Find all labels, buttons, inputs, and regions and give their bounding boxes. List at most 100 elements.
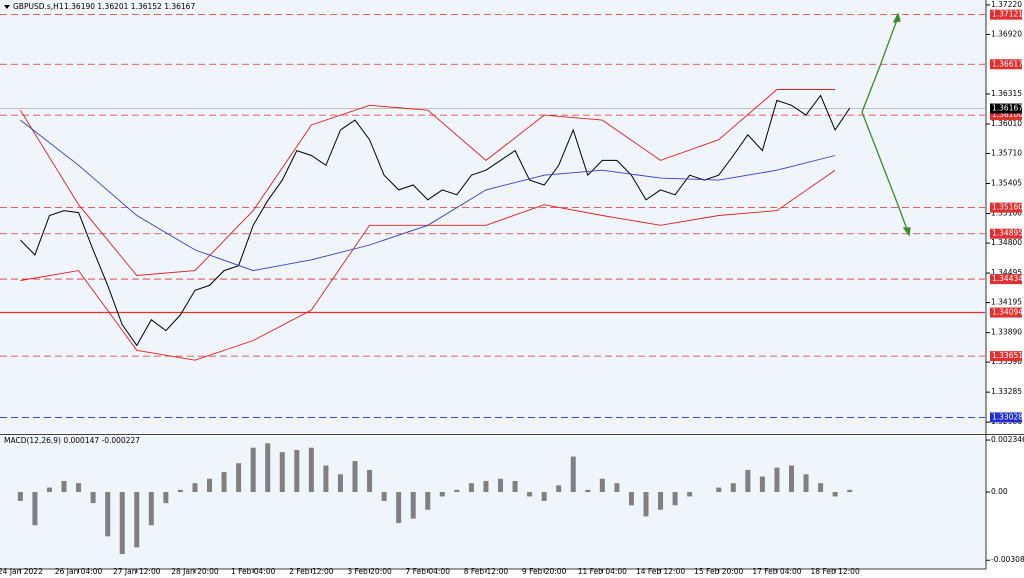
- macd-bar: [803, 474, 809, 493]
- macd-bar: [599, 478, 605, 493]
- macd-bar: [818, 483, 824, 493]
- arrow-head: [902, 227, 911, 237]
- macd-bar: [687, 492, 693, 497]
- level-tag: [990, 274, 1022, 285]
- x-tick-label: 15 Feb 20:00: [694, 567, 743, 576]
- y-tick-label: 1.36315: [991, 89, 1022, 98]
- macd-bar: [221, 472, 227, 493]
- arrow-head: [892, 12, 901, 23]
- macd-bar: [207, 478, 213, 493]
- macd-bar: [134, 492, 140, 548]
- x-tick-label: 8 Feb 12:00: [464, 567, 509, 576]
- macd-bar: [788, 465, 794, 493]
- level-tag: [990, 9, 1022, 20]
- level-tag: [990, 59, 1022, 70]
- level-label: 1.34434: [992, 274, 1023, 283]
- macd-bar: [832, 492, 838, 497]
- x-tick-label: 9 Feb 20:00: [522, 567, 567, 576]
- macd-bar: [236, 463, 242, 493]
- forecast-arrows: [861, 12, 911, 237]
- y-tick-label: 1.36920: [991, 29, 1022, 38]
- level-tag: [990, 307, 1022, 318]
- menu-icon[interactable]: [4, 5, 10, 9]
- y-tick-label: 1.34800: [991, 238, 1022, 247]
- macd-title: MACD(12,26,9) 0.000147 -0.000227: [4, 436, 140, 445]
- macd-bar: [628, 492, 634, 506]
- macd-bar: [658, 492, 664, 510]
- level-label: 1.37121: [992, 10, 1023, 19]
- macd-bar: [381, 492, 387, 501]
- x-tick-label: 1 Feb 04:00: [231, 567, 276, 576]
- y-tick-label: -0.00308: [991, 555, 1024, 564]
- x-tick-label: 24 Jan 2022: [0, 567, 43, 576]
- macd-bar: [672, 492, 678, 506]
- macd-bar: [105, 492, 111, 537]
- level-label: 1.35160: [992, 203, 1023, 212]
- up-arrow: [861, 16, 899, 113]
- price-line: [20, 94, 851, 347]
- macd-bar: [527, 492, 533, 497]
- macd-bar: [323, 465, 329, 493]
- macd-bar: [774, 467, 780, 493]
- level-tag: [990, 228, 1022, 239]
- macd-bar: [367, 469, 373, 493]
- last-price-tag: [990, 103, 1022, 114]
- macd-bar: [265, 443, 271, 493]
- x-tick-label: 26 Jan 04:00: [55, 567, 103, 576]
- x-tick-label: 11 Feb 04:00: [578, 567, 627, 576]
- macd-bar: [396, 492, 402, 524]
- price-panel: [0, 0, 986, 433]
- macd-bar: [250, 447, 256, 493]
- symbol-title: GBPUSD.s,H1: [13, 2, 64, 11]
- ohlc-values: 1.36190 1.36201 1.36152 1.36167: [64, 2, 195, 11]
- level-label: 1.36617: [992, 59, 1023, 68]
- level-label: 1.34094: [992, 308, 1023, 317]
- macd-bar: [148, 492, 154, 526]
- level-tag: [990, 202, 1022, 213]
- macd-bar: [76, 483, 82, 493]
- x-tick-label: 28 Jan 20:00: [171, 567, 219, 576]
- macd-bar: [614, 483, 620, 493]
- x-tick-label: 3 Feb 20:00: [347, 567, 392, 576]
- indicator-line: [20, 119, 836, 272]
- macd-bar: [716, 487, 722, 493]
- x-tick-label: 14 Feb 12:00: [636, 567, 685, 576]
- macd-bar: [352, 461, 358, 493]
- macd-bar: [46, 487, 52, 493]
- macd-bar: [570, 456, 576, 493]
- macd-bar: [759, 476, 765, 493]
- macd-bar: [512, 480, 518, 493]
- y-tick-label: 0.002346: [991, 435, 1024, 444]
- macd-bar: [337, 474, 343, 493]
- y-tick-label: 1.33285: [991, 387, 1022, 396]
- last-price-label: 1.36167: [992, 104, 1023, 113]
- macd-bar: [745, 469, 751, 493]
- macd-bar: [556, 485, 562, 493]
- y-tick-label: 1.35100: [991, 209, 1022, 218]
- y-tick-label: 1.35710: [991, 149, 1022, 158]
- macd-bar: [308, 447, 314, 493]
- macd-bar: [61, 480, 67, 493]
- macd-panel: [0, 436, 986, 569]
- level-label: 1.33651: [992, 351, 1023, 360]
- macd-bar: [454, 489, 460, 493]
- macd-bar: [541, 492, 547, 501]
- level-tag: [990, 351, 1022, 362]
- macd-bar: [483, 480, 489, 493]
- y-tick-label: 1.33890: [991, 328, 1022, 337]
- macd-bar: [585, 489, 591, 493]
- x-tick-label: 17 Feb 04:00: [752, 567, 801, 576]
- x-tick-label: 27 Jan 12:00: [113, 567, 161, 576]
- y-tick-label: 0.00: [991, 487, 1008, 496]
- macd-bar: [439, 492, 445, 497]
- macd-bar: [847, 489, 853, 493]
- indicator-line: [20, 89, 836, 276]
- macd-bar: [177, 489, 183, 493]
- macd-bar: [32, 492, 38, 526]
- macd-bar: [294, 449, 300, 493]
- macd-bar: [425, 492, 431, 510]
- macd-bar: [192, 483, 198, 493]
- x-tick-label: 18 Feb 12:00: [811, 567, 860, 576]
